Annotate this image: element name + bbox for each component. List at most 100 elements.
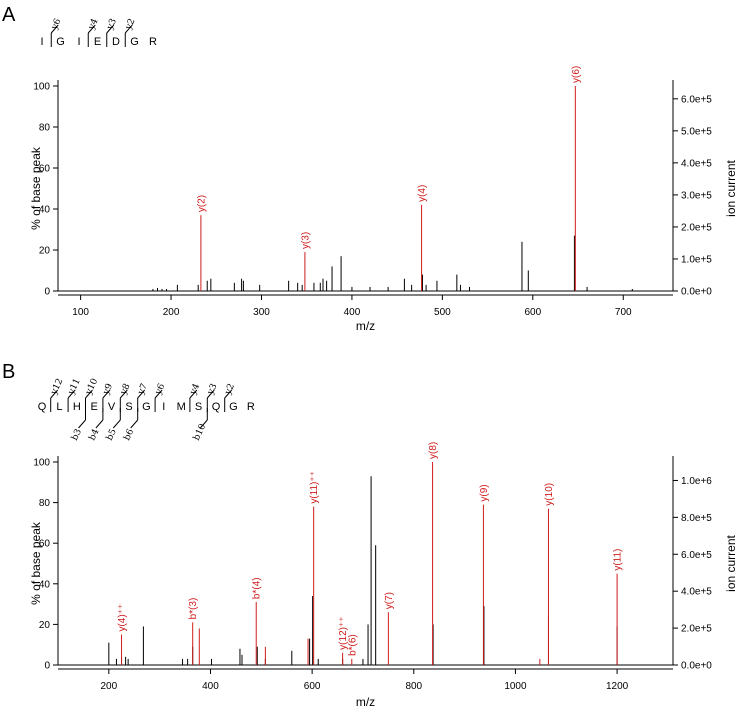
y2-tick-label: 2.0e+5 — [681, 624, 712, 635]
b-fragment-label: b6 — [122, 427, 136, 442]
y-fragment-hook — [50, 389, 59, 399]
ion-label: y(12)⁺⁺ — [338, 616, 349, 649]
sequence-residue: D — [112, 36, 120, 48]
sequence-residue: Q — [212, 401, 221, 413]
b-fragment-hook — [78, 419, 86, 429]
y-tick-label: 20 — [39, 246, 51, 257]
y-tick-label: 60 — [39, 164, 51, 175]
sequence-residue: L — [56, 401, 62, 413]
sequence-residue: M — [177, 401, 186, 413]
x-tick-label: 600 — [524, 307, 541, 318]
y-fragment-label: y8 — [119, 382, 133, 397]
y-tick-label: 60 — [39, 539, 51, 550]
y-fragment-label: y11 — [66, 377, 82, 397]
sequence-residue: R — [149, 36, 157, 48]
y2-tick-label: 3.0e+5 — [681, 190, 712, 201]
ion-label: b*(6) — [347, 634, 358, 656]
sequence-residue: I — [77, 36, 80, 48]
b-fragment-hook — [95, 419, 104, 429]
y-tick-label: 40 — [39, 205, 51, 216]
y-tick-label: 80 — [39, 123, 51, 134]
y-fragment-label: y2 — [123, 17, 137, 32]
y2-axis-title: ion current — [724, 159, 738, 216]
x-tick-label: 1000 — [504, 681, 527, 692]
ion-label: y(10) — [544, 483, 555, 506]
b-fragment-label: b4 — [88, 427, 102, 442]
y-tick-label: 100 — [33, 458, 50, 469]
sequence-residue: I — [162, 401, 165, 413]
y-fragment-hook — [137, 389, 146, 399]
y-fragment-hook — [119, 389, 128, 399]
ion-label: b*(3) — [188, 598, 199, 620]
x-tick-label: 100 — [72, 307, 89, 318]
y-fragment-label: y9 — [101, 382, 115, 397]
y-fragment-hook — [50, 24, 59, 34]
ion-label: b*(4) — [252, 577, 263, 599]
ion-label: y(6) — [571, 66, 582, 83]
y-tick-label: 80 — [39, 498, 51, 509]
y-fragment-label: y4 — [86, 17, 100, 32]
ion-label: y(4) — [417, 185, 428, 202]
sequence-residue: S — [195, 401, 202, 413]
x-tick-label: 200 — [100, 681, 117, 692]
spectrum-panel-a: 0 20 40 60 80 100 0.0e+0 1.0e+5 2.0e+5 3.0e+5 4.0e… — [29, 17, 738, 333]
b-fragment-hook — [130, 419, 139, 429]
b-fragment-label: b3 — [70, 427, 84, 442]
y2-tick-label: 8.0e+5 — [681, 513, 712, 524]
y2-tick-label: 4.0e+5 — [681, 158, 712, 169]
y-fragment-hook — [189, 389, 198, 399]
sequence-residue: R — [247, 401, 255, 413]
b-fragment-hook — [112, 419, 121, 429]
y-fragment-hook — [85, 389, 93, 399]
x-tick-label: 700 — [615, 307, 632, 318]
sequence-residue: I — [40, 36, 43, 48]
ion-label: y(4)⁺⁺ — [117, 604, 128, 632]
y2-tick-label: 5.0e+5 — [681, 126, 712, 137]
y-tick-label: 20 — [39, 620, 51, 631]
sequence-residue: G — [142, 401, 151, 413]
ion-label: y(3) — [300, 232, 311, 249]
y-fragment-label: y3 — [206, 382, 220, 397]
panel-letter-a: A — [2, 4, 16, 26]
x-tick-label: 300 — [253, 307, 270, 318]
x-tick-label: 200 — [163, 307, 180, 318]
y-fragment-label: y4 — [188, 382, 202, 397]
y2-tick-label: 4.0e+5 — [681, 587, 712, 598]
sequence-residue: V — [108, 401, 116, 413]
y-fragment-hook — [67, 389, 76, 399]
y-fragment-hook — [106, 24, 115, 34]
sequence-residue: E — [91, 401, 98, 413]
y-tick-label: 100 — [33, 82, 50, 93]
y2-axis-title: ion current — [724, 534, 738, 591]
panel-letter-b: B — [2, 361, 15, 383]
ion-label: y(2) — [196, 195, 207, 212]
y-fragment-hook — [102, 389, 111, 399]
x-tick-label: 1200 — [606, 681, 629, 692]
y2-tick-label: 0.0e+0 — [681, 287, 712, 298]
x-axis-title: m/z — [356, 319, 375, 333]
y-fragment-hook — [87, 24, 96, 34]
ion-label: y(7) — [384, 592, 395, 609]
y2-tick-label: 6.0e+5 — [681, 94, 712, 105]
y2-tick-label: 1.0e+6 — [681, 476, 712, 487]
y-fragment-label: y3 — [105, 17, 119, 32]
y2-tick-label: 1.0e+5 — [681, 254, 712, 265]
sequence-residue: H — [73, 401, 81, 413]
x-tick-label: 800 — [405, 681, 422, 692]
b-fragment-hook — [199, 419, 208, 429]
ion-label: y(11) — [613, 549, 624, 571]
sequence-residue: S — [125, 401, 132, 413]
ion-label: y(8) — [428, 442, 439, 459]
y-fragment-label: y7 — [136, 382, 150, 397]
y-fragment-hook — [206, 389, 215, 399]
y-tick-label: 0 — [44, 661, 50, 672]
sequence-residue: G — [130, 36, 139, 48]
y2-tick-label: 0.0e+0 — [681, 661, 712, 672]
ion-label: y(9) — [479, 484, 490, 501]
b-fragment-label: b10 — [192, 422, 208, 442]
sequence-residue: Q — [38, 401, 47, 413]
y2-tick-label: 6.0e+5 — [681, 550, 712, 561]
y2-tick-label: 2.0e+5 — [681, 222, 712, 233]
y-fragment-label: y6 — [49, 17, 63, 32]
